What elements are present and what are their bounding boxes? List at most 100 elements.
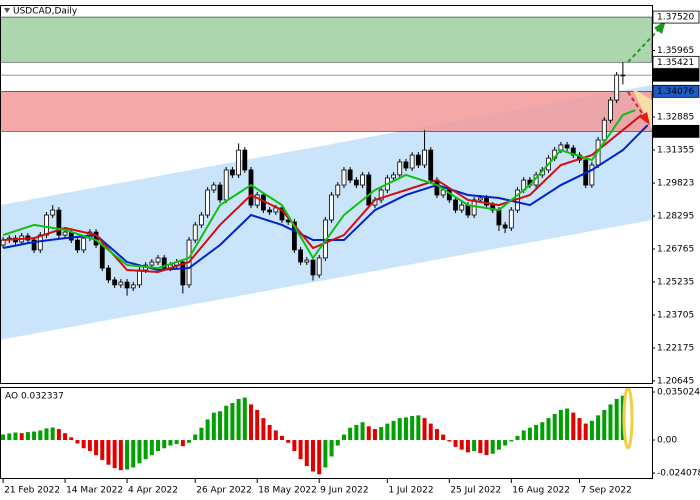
level-label: 1.37520 <box>657 13 694 23</box>
y-tick-label: 1.25235 <box>657 277 694 287</box>
ao-bar <box>348 427 353 441</box>
candle-body <box>192 224 198 241</box>
ao-bar <box>13 432 18 441</box>
ao-bar <box>199 427 204 441</box>
candle-body <box>75 239 80 251</box>
candle-body <box>391 174 396 179</box>
ao-bar <box>614 398 619 441</box>
x-tick-label: 14 Mar 2022 <box>66 486 123 496</box>
ao-bar <box>472 440 477 452</box>
ao-bar <box>187 440 192 443</box>
candle-body <box>298 249 303 263</box>
up-arrow-head <box>654 20 666 34</box>
candle-body <box>149 261 155 266</box>
price-frame <box>0 5 653 384</box>
candle-body <box>118 281 124 286</box>
ao-bar <box>577 418 582 441</box>
down-arrow <box>627 91 645 117</box>
ao-bar <box>230 403 235 441</box>
ao-bar <box>298 440 303 460</box>
ao-bar <box>422 418 427 441</box>
ao-bar <box>527 427 532 441</box>
chart-title: USDCAD,Daily <box>13 7 78 17</box>
candle-body <box>50 209 56 216</box>
x-tick-label: 21 Feb 2022 <box>4 486 60 496</box>
ao-bar <box>317 440 322 475</box>
ao-bar <box>379 427 384 441</box>
zone <box>0 16 653 63</box>
ao-bar <box>459 440 464 450</box>
ao-bar <box>100 440 105 460</box>
candle-body <box>236 149 242 176</box>
ao-bar <box>81 440 86 449</box>
ao-plot <box>1 395 625 475</box>
candle-body <box>465 204 471 216</box>
candle-body <box>31 239 37 251</box>
ao-bar <box>131 440 136 468</box>
ao-bar <box>94 440 99 456</box>
candle-body <box>62 231 68 236</box>
ao-bar <box>428 423 433 441</box>
ao-bar <box>180 440 185 447</box>
ao-bar <box>496 440 501 450</box>
ao-bar <box>106 440 111 465</box>
zone <box>0 91 653 132</box>
ao-bar <box>465 440 470 453</box>
ao-bar <box>503 440 508 446</box>
x-tick-label: 9 Jun 2022 <box>320 486 368 496</box>
ao-frame <box>0 387 653 479</box>
level-label-box <box>652 55 700 69</box>
candle-body <box>360 174 365 186</box>
ao-bar <box>490 440 495 454</box>
x-tick-label: 1 Jul 2022 <box>388 486 433 496</box>
y-tick-label: 1.22175 <box>657 343 694 353</box>
candle-body <box>428 149 434 181</box>
candle-body <box>378 189 384 201</box>
ao-bar <box>156 440 161 452</box>
ao-bar <box>410 416 415 441</box>
ao-bar <box>174 440 179 445</box>
ao-bar <box>453 440 458 447</box>
x-tick-label: 18 May 2022 <box>258 486 317 496</box>
ao-bar <box>267 424 272 441</box>
ao-bar <box>484 440 489 456</box>
ao-bar <box>292 440 297 452</box>
candle-body <box>161 257 167 269</box>
ao-title: AO 0.032337 <box>5 392 64 402</box>
candle-body <box>459 204 465 211</box>
ao-bar <box>447 440 452 442</box>
candle-body <box>44 214 49 236</box>
ao-bar <box>534 424 539 441</box>
candle-body <box>329 194 334 221</box>
candle-body <box>291 221 297 251</box>
level-label: 1.35421 <box>657 58 694 68</box>
y-tick-label: 0.035024 <box>657 388 700 398</box>
ao-bar <box>279 435 284 441</box>
ao-bar <box>540 422 545 441</box>
y-tick-label: 1.26765 <box>657 244 694 254</box>
candle-body <box>137 269 142 286</box>
ao-bar <box>69 437 74 441</box>
ao-bar <box>224 405 229 441</box>
candle-body <box>614 74 620 101</box>
candle-body <box>304 259 310 263</box>
y-tick-label: 1.28295 <box>657 211 694 221</box>
ao-bar <box>162 440 167 449</box>
ao-bar <box>118 440 123 471</box>
y-tick-label: 1.31355 <box>657 146 694 156</box>
candle-body <box>477 197 483 201</box>
ao-bar <box>354 424 359 441</box>
candle-body <box>112 279 118 286</box>
candle-body <box>471 199 477 216</box>
ao-bar <box>515 435 520 441</box>
ao-bar <box>211 412 216 441</box>
level-label-box <box>652 68 700 82</box>
ao-bar <box>397 418 402 441</box>
candle-body <box>422 149 427 166</box>
candle-body <box>205 189 211 216</box>
ao-bar <box>249 404 254 441</box>
ao-bar <box>205 419 210 441</box>
ao-bar <box>441 434 446 441</box>
level-label: 1.34824 <box>657 71 694 81</box>
